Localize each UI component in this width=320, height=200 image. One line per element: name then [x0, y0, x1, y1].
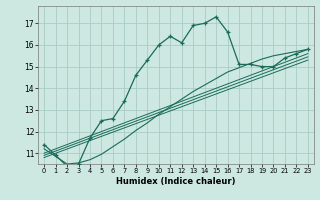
X-axis label: Humidex (Indice chaleur): Humidex (Indice chaleur)	[116, 177, 236, 186]
